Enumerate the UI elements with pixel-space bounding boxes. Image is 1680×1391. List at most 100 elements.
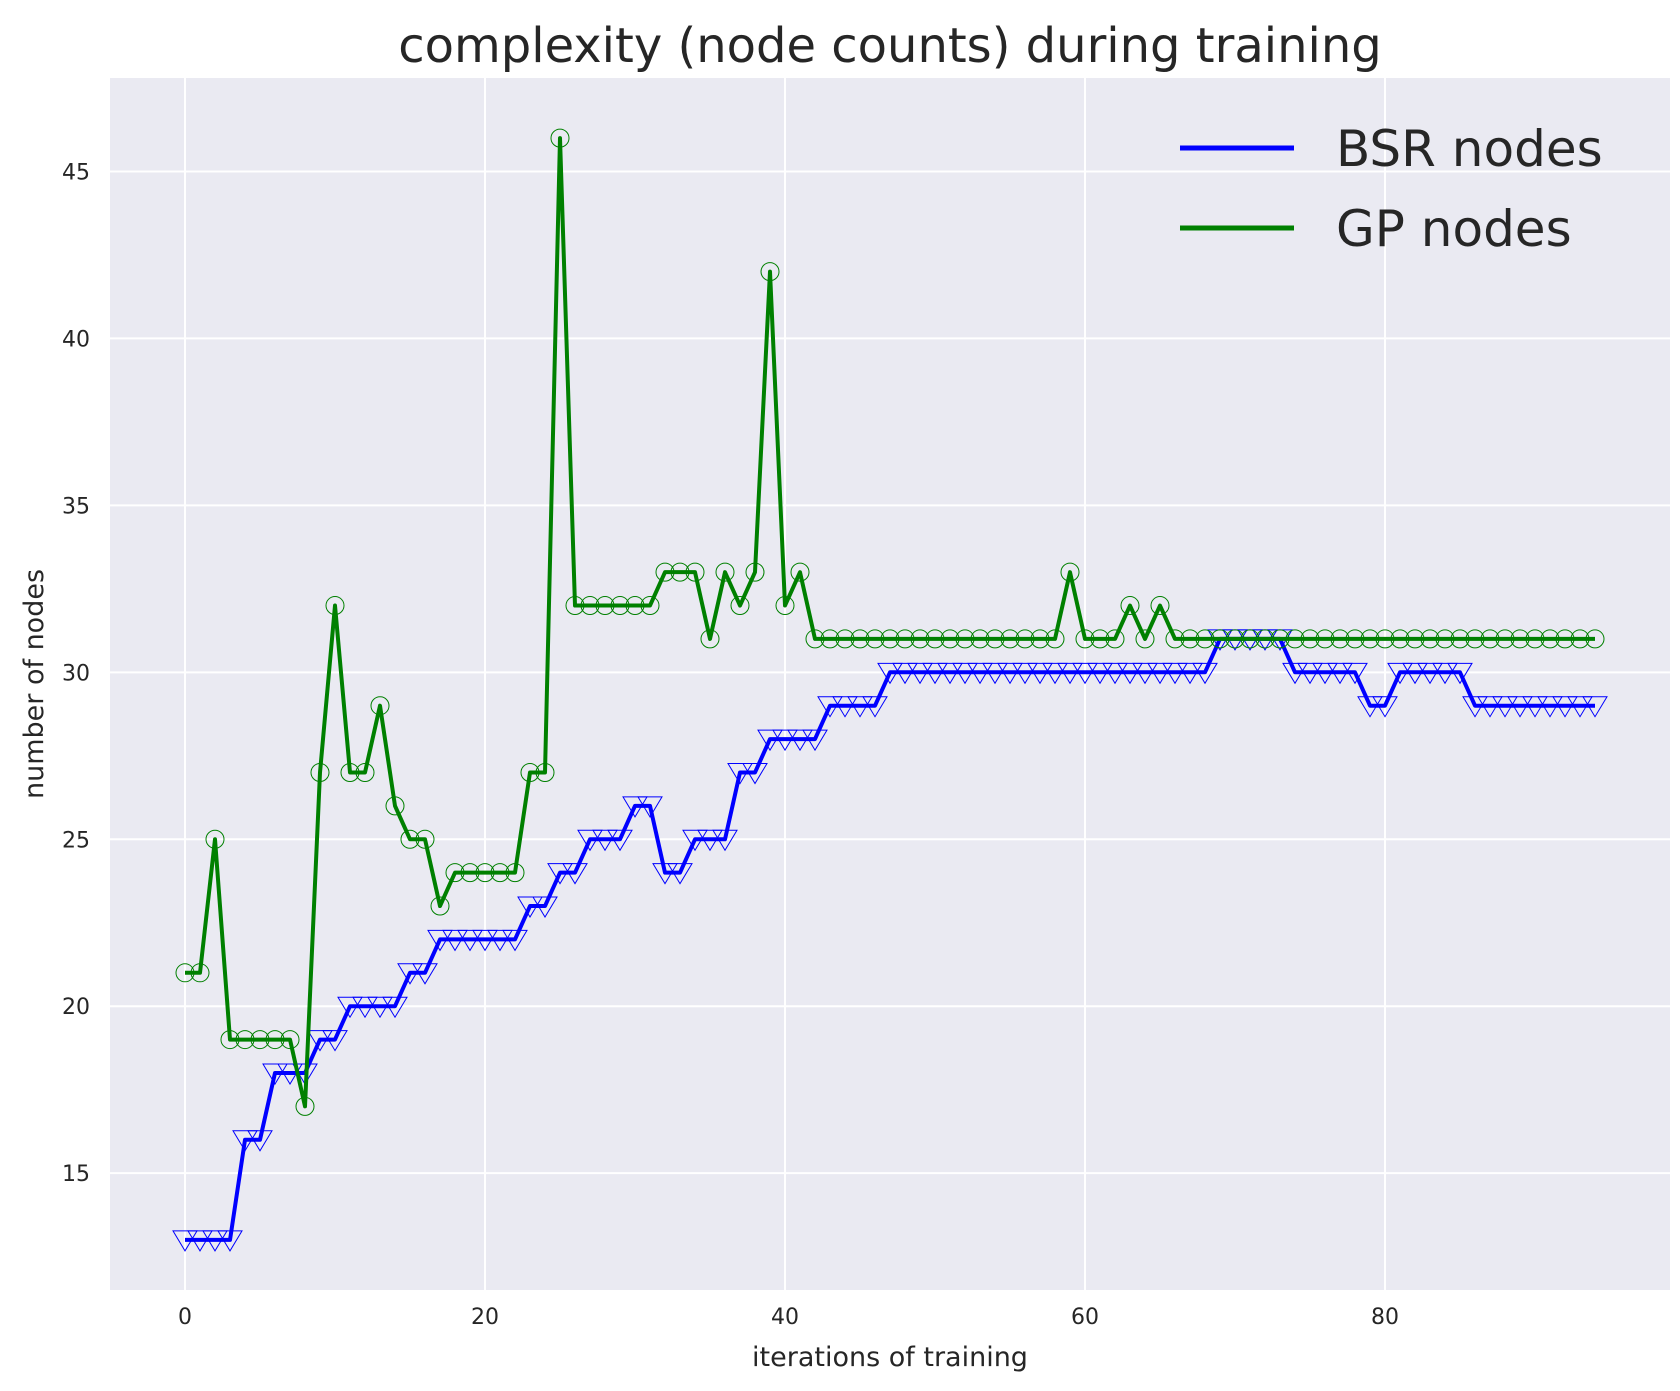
data-point-bsr-nodes [982, 662, 1008, 685]
data-point-bsr-nodes [907, 662, 933, 685]
data-point-bsr-nodes [1102, 662, 1128, 685]
data-point-gp-nodes [1060, 562, 1080, 582]
series-line-bsr-nodes [185, 636, 1595, 1242]
data-point-gp-nodes [295, 1096, 315, 1116]
data-point-bsr-nodes [337, 996, 363, 1019]
data-point-bsr-nodes [1027, 662, 1053, 685]
y-tick-label: 45 [62, 160, 90, 185]
series-line-gp-nodes [185, 136, 1595, 1109]
legend-label-gp: GP nodes [1336, 200, 1572, 258]
data-point-gp-nodes [1000, 629, 1020, 649]
data-point-bsr-nodes [232, 1130, 258, 1152]
data-point-gp-nodes [415, 829, 435, 849]
data-point-bsr-nodes [1162, 662, 1188, 685]
data-point-bsr-nodes [367, 996, 393, 1019]
data-point-bsr-nodes [1072, 662, 1098, 685]
data-point-gp-nodes [1030, 629, 1050, 649]
data-point-bsr-nodes [1342, 662, 1368, 685]
data-point-gp-nodes [1300, 629, 1320, 649]
data-point-bsr-nodes [832, 696, 858, 718]
data-point-bsr-nodes [787, 729, 813, 752]
data-point-gp-nodes [1120, 596, 1140, 616]
data-point-gp-nodes [1105, 629, 1125, 649]
data-point-gp-nodes [1270, 629, 1290, 649]
data-point-gp-nodes [1090, 629, 1110, 649]
data-point-bsr-nodes [1357, 696, 1383, 718]
y-axis-label: number of nodes [19, 569, 50, 799]
data-point-gp-nodes [805, 629, 825, 649]
data-point-gp-nodes [730, 596, 750, 616]
data-point-gp-nodes [1480, 629, 1500, 649]
x-tick-label: 40 [771, 1305, 799, 1330]
data-point-gp-nodes [175, 963, 195, 983]
data-point-bsr-nodes [172, 1230, 198, 1252]
data-point-bsr-nodes [1312, 662, 1338, 685]
data-point-bsr-nodes [1492, 696, 1518, 718]
x-axis-label: iterations of training [752, 1342, 1028, 1373]
data-point-gp-nodes [520, 762, 540, 782]
data-point-bsr-nodes [892, 662, 918, 685]
data-point-bsr-nodes [1552, 696, 1578, 718]
data-point-bsr-nodes [862, 696, 888, 718]
data-point-gp-nodes [250, 1030, 270, 1050]
data-point-bsr-nodes [532, 896, 558, 919]
data-point-gp-nodes [1390, 629, 1410, 649]
data-point-bsr-nodes [1042, 662, 1068, 685]
data-point-gp-nodes [220, 1030, 240, 1050]
data-point-bsr-nodes [352, 996, 378, 1019]
grid [110, 78, 1670, 1290]
data-point-gp-nodes [700, 629, 720, 649]
data-point-gp-nodes [820, 629, 840, 649]
data-point-gp-nodes [835, 629, 855, 649]
data-point-bsr-nodes [1387, 662, 1413, 685]
data-point-bsr-nodes [1447, 662, 1473, 685]
data-point-bsr-nodes [1012, 662, 1038, 685]
data-point-bsr-nodes [1177, 662, 1203, 685]
data-point-bsr-nodes [1087, 662, 1113, 685]
data-point-bsr-nodes [322, 1030, 348, 1052]
data-point-bsr-nodes [937, 662, 963, 685]
data-point-gp-nodes [1585, 629, 1605, 649]
data-point-bsr-nodes [622, 796, 648, 818]
data-point-bsr-nodes [487, 929, 513, 952]
data-point-bsr-nodes [1147, 662, 1173, 685]
data-point-gp-nodes [640, 596, 660, 616]
data-point-gp-nodes [760, 262, 780, 282]
chart-title: complexity (node counts) during training [398, 18, 1381, 74]
data-point-bsr-nodes [1522, 696, 1548, 718]
data-point-gp-nodes [595, 596, 615, 616]
data-point-gp-nodes [1255, 629, 1275, 649]
data-point-bsr-nodes [607, 829, 633, 852]
data-point-gp-nodes [550, 128, 570, 148]
x-tick-label: 0 [178, 1305, 192, 1330]
data-point-gp-nodes [985, 629, 1005, 649]
data-point-gp-nodes [235, 1030, 255, 1050]
data-point-bsr-nodes [262, 1063, 288, 1085]
data-point-gp-nodes [1135, 629, 1155, 649]
data-point-bsr-nodes [697, 829, 723, 852]
data-point-bsr-nodes [427, 929, 453, 952]
data-point-bsr-nodes [922, 662, 948, 685]
data-point-gp-nodes [1345, 629, 1365, 649]
data-point-gp-nodes [1540, 629, 1560, 649]
data-point-gp-nodes [205, 829, 225, 849]
data-point-bsr-nodes [877, 662, 903, 685]
legend-label-bsr: BSR nodes [1336, 120, 1603, 178]
data-point-gp-nodes [1435, 629, 1455, 649]
data-point-bsr-nodes [577, 829, 603, 852]
data-point-bsr-nodes [382, 996, 408, 1019]
data-point-gp-nodes [895, 629, 915, 649]
data-point-bsr-nodes [412, 963, 438, 985]
y-tick-label: 30 [62, 661, 90, 686]
data-point-gp-nodes [580, 596, 600, 616]
data-point-gp-nodes [1450, 629, 1470, 649]
data-point-bsr-nodes [307, 1030, 333, 1052]
data-point-gp-nodes [475, 863, 495, 883]
data-point-bsr-nodes [1327, 662, 1353, 685]
data-point-gp-nodes [1195, 629, 1215, 649]
data-point-gp-nodes [400, 829, 420, 849]
data-point-gp-nodes [430, 896, 450, 916]
data-point-bsr-nodes [592, 829, 618, 852]
data-point-gp-nodes [1150, 596, 1170, 616]
